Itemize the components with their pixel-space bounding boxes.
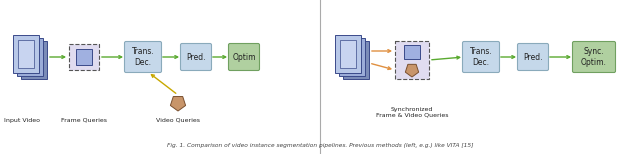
Bar — [339, 38, 365, 76]
Text: Sync.
Optim.: Sync. Optim. — [581, 47, 607, 67]
Bar — [335, 35, 361, 73]
Text: Trans.
Dec.: Trans. Dec. — [470, 47, 492, 67]
FancyBboxPatch shape — [228, 43, 259, 71]
Text: Optim: Optim — [232, 53, 256, 61]
Bar — [343, 41, 369, 79]
Bar — [404, 45, 420, 59]
Bar — [69, 44, 99, 70]
Text: Pred.: Pred. — [524, 53, 543, 61]
Text: Frame Queries: Frame Queries — [61, 118, 107, 123]
Bar — [18, 40, 34, 68]
Bar — [21, 41, 47, 79]
Bar — [13, 35, 39, 73]
FancyBboxPatch shape — [125, 41, 161, 73]
FancyBboxPatch shape — [518, 43, 548, 71]
Text: Synchronized
Frame & Video Queries: Synchronized Frame & Video Queries — [376, 107, 448, 118]
FancyBboxPatch shape — [463, 41, 499, 73]
Bar — [395, 41, 429, 79]
Text: Input Video: Input Video — [4, 118, 40, 123]
Bar — [340, 40, 356, 68]
FancyBboxPatch shape — [573, 41, 616, 73]
Polygon shape — [170, 97, 186, 111]
FancyBboxPatch shape — [180, 43, 211, 71]
Text: Video Queries: Video Queries — [156, 118, 200, 123]
Text: Fig. 1. Comparison of video instance segmentation pipelines. Previous methods (l: Fig. 1. Comparison of video instance seg… — [167, 143, 473, 148]
Bar — [17, 38, 43, 76]
Bar — [76, 49, 92, 65]
Polygon shape — [405, 64, 419, 77]
Text: Trans.
Dec.: Trans. Dec. — [132, 47, 154, 67]
Text: Pred.: Pred. — [186, 53, 205, 61]
